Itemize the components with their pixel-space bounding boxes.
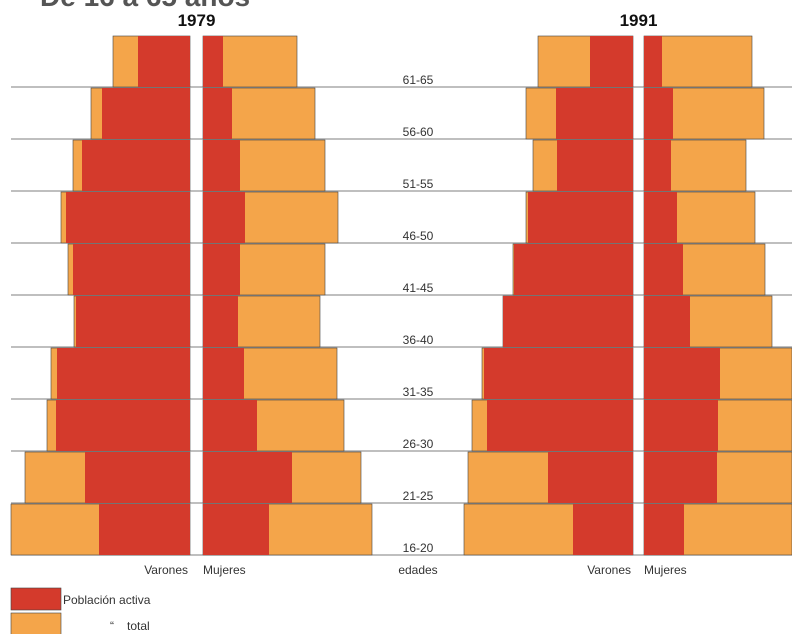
active-bar bbox=[203, 296, 238, 347]
active-bar bbox=[487, 400, 633, 451]
active-bar bbox=[76, 296, 190, 347]
active-bar bbox=[644, 192, 677, 243]
active-bar bbox=[203, 88, 232, 139]
age-label: 56-60 bbox=[403, 125, 434, 139]
age-label: 16-20 bbox=[403, 541, 434, 555]
active-bar bbox=[644, 400, 718, 451]
side-label: Mujeres bbox=[644, 563, 687, 577]
age-label: 31-35 bbox=[403, 385, 434, 399]
panel-title: 1979 bbox=[178, 11, 216, 30]
side-label: Mujeres bbox=[203, 563, 246, 577]
age-label: 26-30 bbox=[403, 437, 434, 451]
active-bar bbox=[203, 452, 292, 503]
side-label: Varones bbox=[144, 563, 188, 577]
legend-ditto: “ bbox=[110, 619, 114, 633]
age-label: 36-40 bbox=[403, 333, 434, 347]
active-bar bbox=[644, 296, 690, 347]
active-bar bbox=[644, 452, 717, 503]
active-bar bbox=[66, 192, 190, 243]
active-bar bbox=[203, 504, 269, 555]
active-bar bbox=[556, 88, 633, 139]
age-label: 51-55 bbox=[403, 177, 434, 191]
active-bar bbox=[203, 140, 240, 191]
active-bar bbox=[548, 452, 633, 503]
active-bar bbox=[203, 36, 223, 87]
active-bar bbox=[557, 140, 633, 191]
active-bar bbox=[203, 348, 244, 399]
active-bar bbox=[57, 348, 190, 399]
age-label: 41-45 bbox=[403, 281, 434, 295]
active-bar bbox=[644, 244, 683, 295]
active-bar bbox=[73, 244, 190, 295]
active-bar bbox=[644, 504, 684, 555]
active-bar bbox=[203, 192, 245, 243]
legend-label: total bbox=[127, 619, 150, 633]
panel-title: 1991 bbox=[620, 11, 658, 30]
active-bar bbox=[484, 348, 633, 399]
active-bar bbox=[503, 296, 633, 347]
active-bar bbox=[138, 36, 190, 87]
active-bar bbox=[590, 36, 633, 87]
active-bar bbox=[528, 192, 633, 243]
active-bar bbox=[644, 140, 671, 191]
active-bar bbox=[644, 36, 662, 87]
age-label: 21-25 bbox=[403, 489, 434, 503]
active-bar bbox=[102, 88, 190, 139]
active-bar bbox=[203, 244, 240, 295]
age-label: 61-65 bbox=[403, 73, 434, 87]
age-label: 46-50 bbox=[403, 229, 434, 243]
active-bar bbox=[99, 504, 190, 555]
active-bar bbox=[644, 348, 720, 399]
active-bar bbox=[514, 244, 633, 295]
chart-title: De 16 a 65 años bbox=[40, 0, 250, 12]
active-bar bbox=[573, 504, 633, 555]
active-bar bbox=[644, 88, 673, 139]
active-bar bbox=[82, 140, 190, 191]
active-bar bbox=[85, 452, 190, 503]
legend-swatch bbox=[10, 587, 62, 611]
age-axis-label: edades bbox=[398, 563, 437, 577]
active-bar bbox=[56, 400, 190, 451]
side-label: Varones bbox=[587, 563, 631, 577]
legend-swatch bbox=[10, 612, 62, 634]
legend-label: Población activa bbox=[63, 593, 151, 607]
active-bar bbox=[203, 400, 257, 451]
